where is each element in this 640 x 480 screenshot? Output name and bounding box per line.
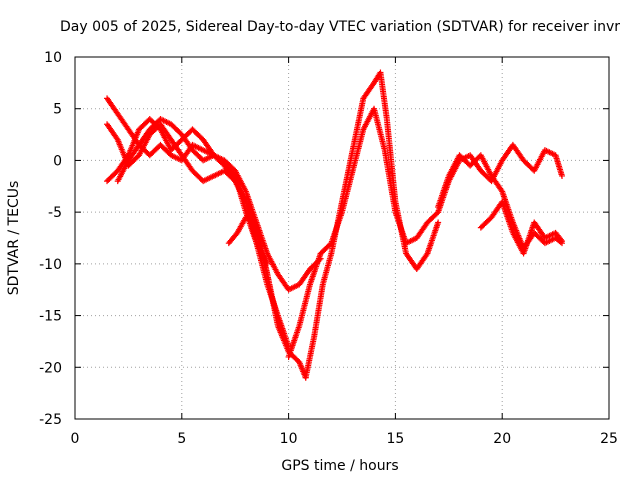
y-tick-label: 10	[44, 50, 62, 66]
x-axis-label: GPS time / hours	[281, 458, 398, 474]
y-tick-label: 5	[53, 102, 62, 118]
x-tick-label: 15	[386, 431, 404, 447]
y-tick-label: 0	[53, 153, 62, 169]
series-track10	[477, 198, 566, 257]
y-tick-label: -20	[39, 360, 62, 376]
x-tick-label: 0	[71, 431, 80, 447]
y-tick-label: -5	[48, 205, 62, 221]
data-point-marker	[559, 238, 566, 245]
y-tick-label: -15	[39, 309, 62, 325]
data-layer	[104, 69, 566, 381]
x-tick-label: 10	[280, 431, 298, 447]
x-tick-label: 5	[177, 431, 186, 447]
data-point-marker	[277, 322, 284, 329]
tick-layer: 0 5 10 15 20 25 -25 -20 -15 -10 -5 0 5 10	[39, 50, 618, 447]
y-axis-label: SDTVAR / TECUs	[6, 181, 22, 296]
series-track6	[285, 105, 442, 360]
data-point-marker	[435, 219, 442, 226]
y-tick-label: -10	[39, 257, 62, 273]
series-track1	[104, 95, 324, 293]
data-point-marker	[557, 236, 564, 243]
y-tick-label: -25	[39, 412, 62, 428]
series-track7	[302, 69, 442, 381]
chart-title: Day 005 of 2025, Sidereal Day-to-day VTE…	[60, 19, 620, 35]
x-tick-label: 25	[600, 431, 618, 447]
data-point-marker	[559, 172, 566, 179]
plot-frame	[74, 56, 610, 420]
series-track5	[225, 214, 284, 329]
grid-layer	[75, 57, 609, 419]
x-tick-label: 20	[493, 431, 511, 447]
